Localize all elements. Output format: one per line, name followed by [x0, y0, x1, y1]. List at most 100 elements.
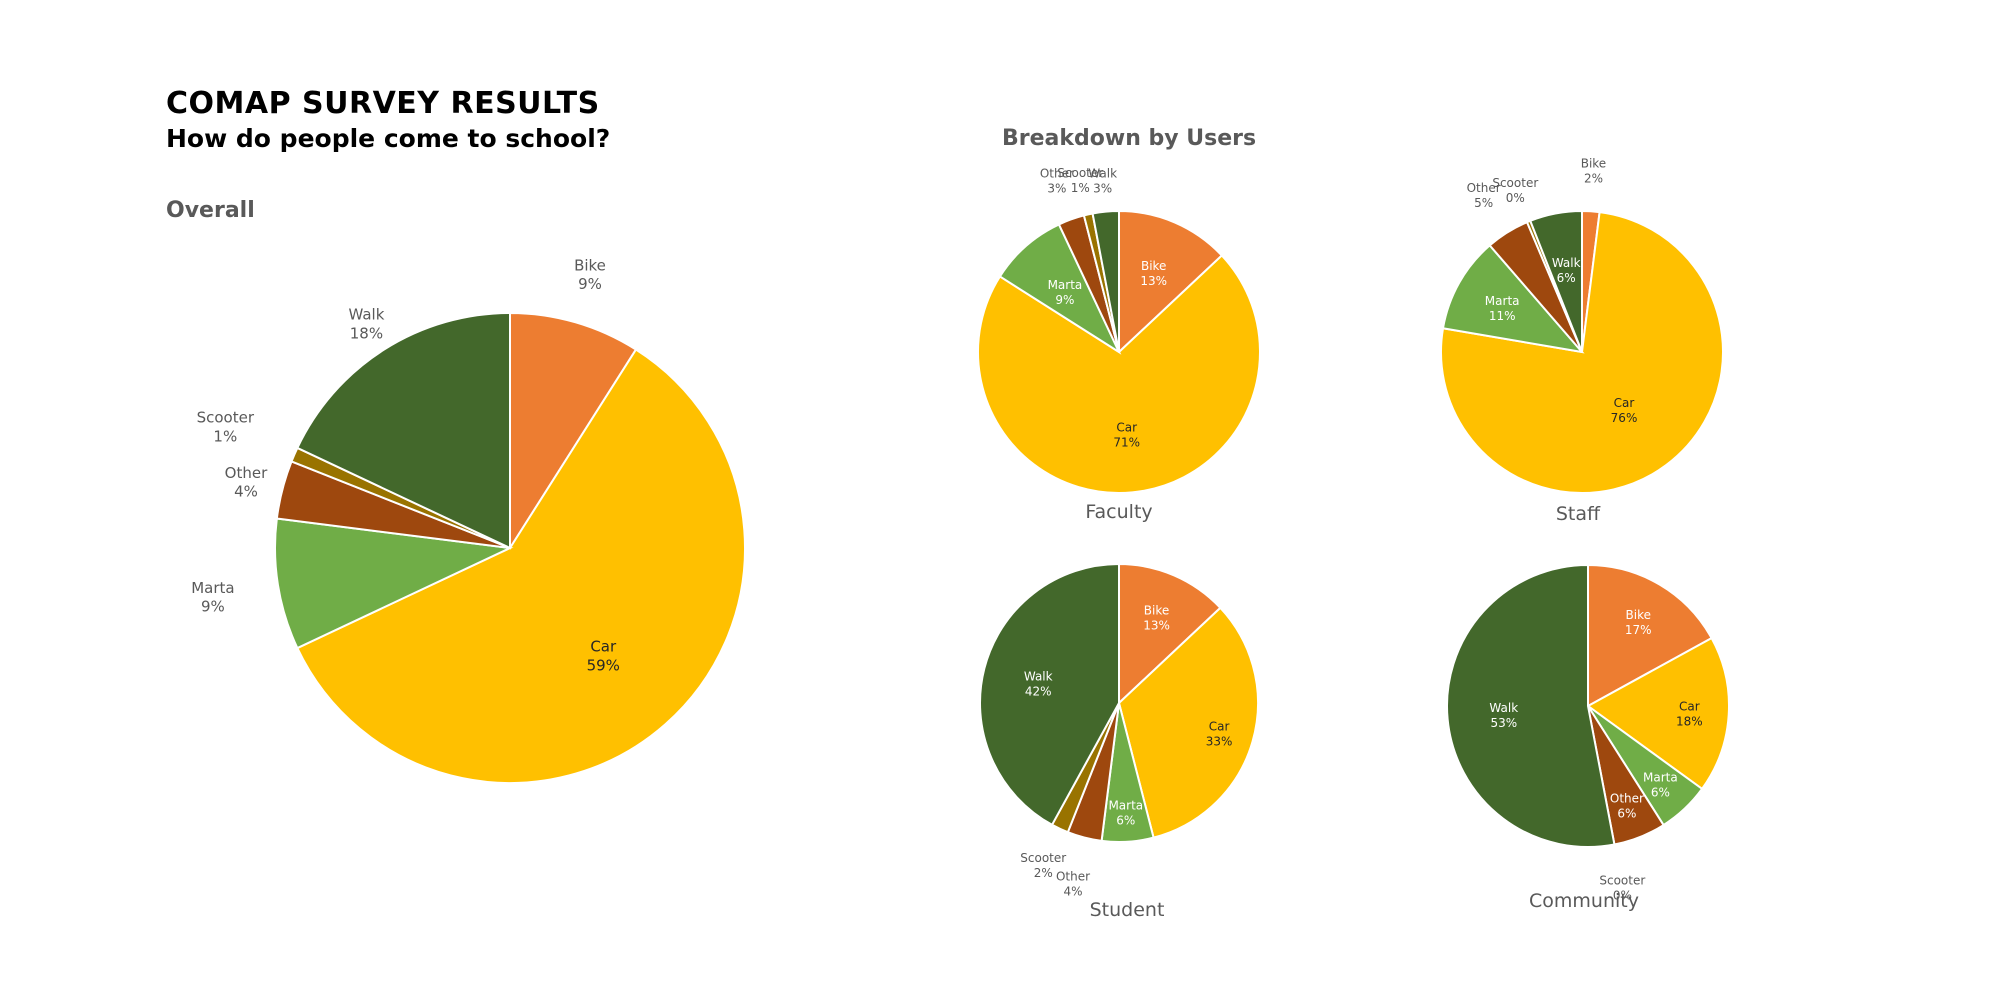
data-label-percent: 1%: [213, 427, 237, 445]
data-label-category: Marta: [1485, 294, 1520, 308]
data-label-percent: 4%: [1064, 884, 1083, 898]
data-label-faculty-bike: Bike 13%: [1140, 259, 1167, 288]
data-label-category: Other: [1610, 792, 1644, 806]
data-label-community-bike: Bike 17%: [1625, 608, 1652, 637]
chart-title-staff: Staff: [1556, 503, 1601, 525]
data-label-overall-bike: Bike 9%: [574, 256, 606, 293]
data-label-percent: 42%: [1025, 684, 1052, 698]
data-label-overall-other: Other 4%: [225, 464, 268, 501]
data-label-staff-other: Other 5%: [1467, 181, 1501, 210]
data-label-percent: 1%: [1071, 181, 1090, 195]
data-label-percent: 76%: [1611, 411, 1638, 425]
data-label-community-scooter: Scooter 0%: [1599, 873, 1645, 902]
pie-staff: Bike 2%Car 76%Marta 11%Other 5%Scooter 0%Walk…: [1440, 156, 1724, 525]
chart-title-community: Community: [1529, 890, 1639, 912]
data-label-category: Scooter: [1599, 873, 1645, 887]
data-label-percent: 9%: [1055, 293, 1074, 307]
data-label-percent: 11%: [1489, 309, 1516, 323]
data-label-category: Car: [1679, 700, 1700, 714]
page-title: COMAP SURVEY RESULTS: [166, 86, 600, 121]
slice-student-car: [1117, 606, 1259, 839]
data-label-staff-car: Car 76%: [1611, 396, 1638, 425]
data-label-category: Walk: [1024, 669, 1053, 683]
data-label-overall-marta: Marta 9%: [191, 579, 234, 616]
data-label-category: Bike: [1141, 259, 1166, 273]
data-label-category: Marta: [1643, 770, 1678, 784]
data-label-category: Car: [590, 638, 617, 656]
data-label-overall-walk: Walk 18%: [348, 306, 384, 343]
data-label-percent: 18%: [350, 324, 383, 342]
data-label-percent: 13%: [1143, 618, 1170, 632]
data-label-percent: 71%: [1113, 436, 1140, 450]
data-label-category: Car: [1116, 421, 1137, 435]
data-label-category: Scooter: [1057, 166, 1103, 180]
data-label-category: Scooter: [1492, 176, 1538, 190]
slice-community-car: [1586, 636, 1730, 791]
slice-student-walk: [979, 562, 1120, 827]
pie-community: Bike 17%Car 18%Marta 6%Other 6%Scooter 0%Walk…: [1446, 563, 1730, 912]
data-label-community-other: Other 6%: [1610, 792, 1644, 821]
slice-community-walk: [1446, 563, 1616, 848]
data-label-percent: 0%: [1613, 888, 1632, 902]
data-label-percent: 17%: [1625, 623, 1652, 637]
breakdown-heading: Breakdown by Users: [1002, 126, 1257, 151]
pie-overall: Bike 9%Car 59%Marta 9%Other 4%Scooter 1%Walk 1…: [191, 256, 746, 784]
data-label-category: Walk: [1088, 167, 1117, 181]
data-label-percent: 33%: [1206, 734, 1233, 748]
data-label-faculty-walk: Walk 3%: [1088, 167, 1117, 196]
data-label-student-bike: Bike 13%: [1143, 603, 1170, 632]
data-label-percent: 6%: [1557, 271, 1576, 285]
data-label-student-car: Car 33%: [1206, 719, 1233, 748]
data-label-overall-scooter: Scooter 1%: [197, 409, 255, 446]
data-label-category: Other: [225, 464, 268, 482]
data-label-community-marta: Marta 6%: [1643, 770, 1678, 799]
data-label-category: Marta: [1048, 278, 1083, 292]
data-label-percent: 3%: [1047, 182, 1066, 196]
slice-staff-walk: [1528, 209, 1583, 353]
data-label-community-walk: Walk 53%: [1489, 701, 1518, 730]
data-label-percent: 6%: [1617, 807, 1636, 821]
data-label-category: Bike: [1626, 608, 1651, 622]
data-label-percent: 2%: [1584, 171, 1603, 185]
data-label-percent: 13%: [1140, 274, 1167, 288]
data-label-overall-car: Car 59%: [587, 638, 620, 675]
data-label-percent: 6%: [1116, 813, 1135, 827]
data-label-category: Other: [1056, 869, 1090, 883]
slice-faculty-bike: [1118, 209, 1224, 355]
data-label-category: Other: [1040, 167, 1074, 181]
slice-overall-marta: [274, 517, 514, 650]
slice-faculty-walk: [1091, 209, 1120, 353]
data-label-category: Walk: [1552, 256, 1581, 270]
chart-title-student: Student: [1090, 899, 1165, 921]
data-label-percent: 2%: [1034, 866, 1053, 880]
slice-overall-car: [296, 348, 746, 784]
data-label-faculty-other: Other 3%: [1040, 167, 1074, 196]
data-label-category: Car: [1614, 396, 1635, 410]
data-label-category: Bike: [1581, 156, 1606, 170]
slice-student-bike: [1118, 562, 1222, 706]
slice-overall-walk: [296, 311, 511, 550]
data-label-category: Walk: [348, 306, 384, 324]
data-label-percent: 3%: [1093, 182, 1112, 196]
data-label-percent: 0%: [1506, 191, 1525, 205]
data-label-faculty-scooter: Scooter 1%: [1057, 166, 1103, 195]
data-label-category: Car: [1209, 719, 1230, 733]
data-label-percent: 6%: [1651, 785, 1670, 799]
data-label-percent: 9%: [578, 275, 602, 293]
data-label-category: Scooter: [1020, 851, 1066, 865]
data-label-student-marta: Marta 6%: [1108, 798, 1143, 827]
data-label-student-walk: Walk 42%: [1024, 669, 1053, 698]
data-label-percent: 18%: [1676, 715, 1703, 729]
pie-student: Bike 13% Car 33% Marta 6% Other 4% Scooter 2% Walk…: [979, 562, 1259, 921]
data-label-faculty-marta: Marta 9%: [1048, 278, 1083, 307]
data-label-staff-scooter: Scooter 0%: [1492, 176, 1538, 205]
data-label-percent: 9%: [201, 598, 225, 616]
data-label-category: Other: [1467, 181, 1501, 195]
data-label-student-scooter: Scooter 2%: [1020, 851, 1066, 880]
data-label-percent: 4%: [234, 483, 258, 501]
data-label-staff-bike: Bike 2%: [1581, 156, 1606, 185]
data-label-community-car: Car 18%: [1676, 700, 1703, 729]
data-label-percent: 5%: [1474, 196, 1493, 210]
slice-community-bike: [1587, 563, 1713, 708]
data-label-staff-walk: Walk 6%: [1552, 256, 1581, 285]
